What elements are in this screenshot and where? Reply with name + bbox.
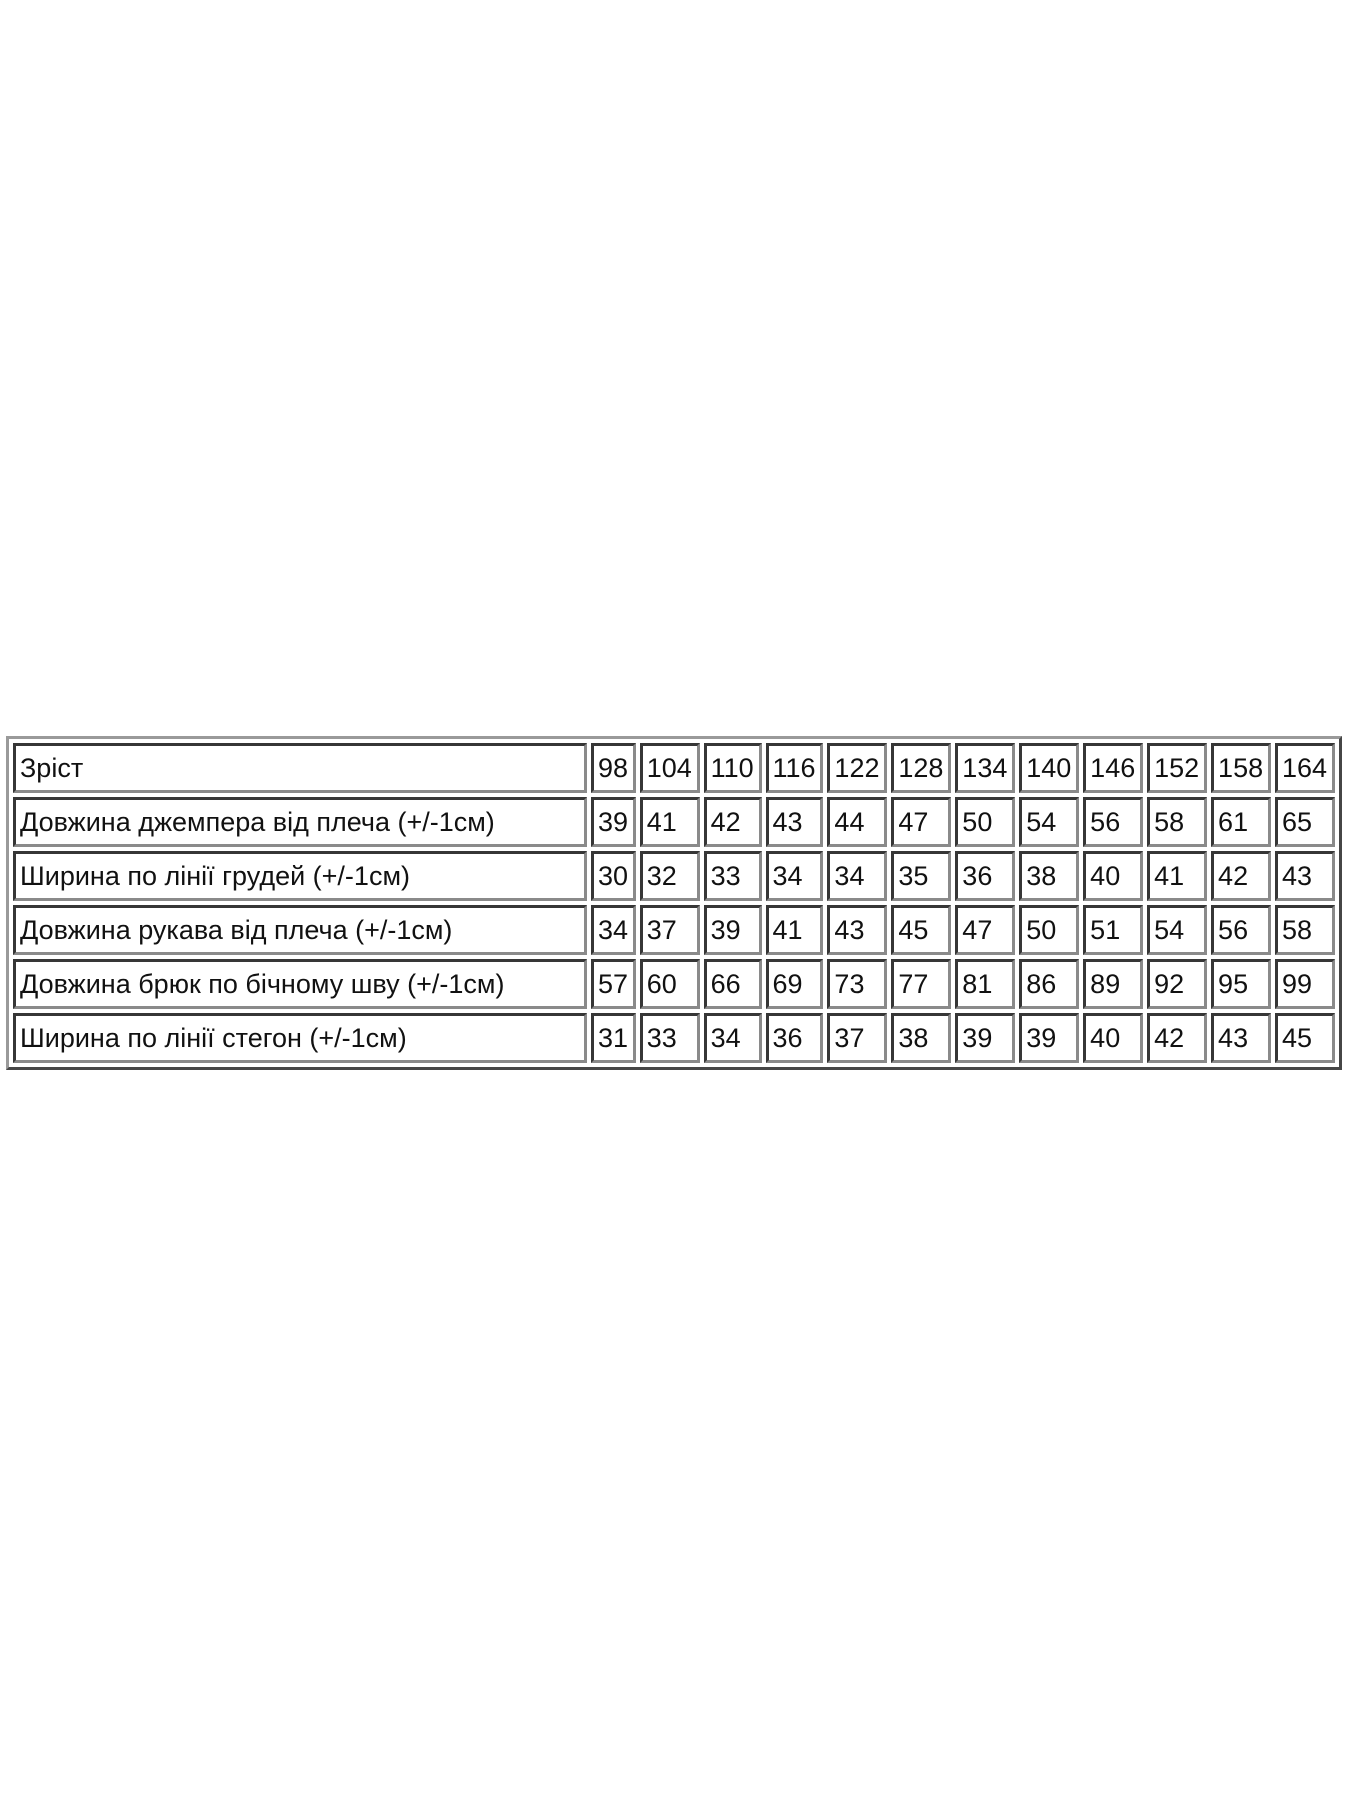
table-cell: 34 xyxy=(827,851,888,901)
table-cell: 60 xyxy=(639,959,700,1009)
table-cell: 42 xyxy=(703,797,762,847)
table-row: Ширина по лінії грудей (+/-1см) 30 32 33 34 3… xyxy=(13,851,1335,901)
row-label: Довжина джемпера від плеча (+/-1см) xyxy=(13,797,587,847)
table-cell: 41 xyxy=(1147,851,1208,901)
table-cell: 42 xyxy=(1211,851,1271,901)
table-cell: 66 xyxy=(703,959,762,1009)
table-cell: 44 xyxy=(827,797,888,847)
table-cell: 41 xyxy=(765,905,824,955)
table-cell: 51 xyxy=(1083,905,1144,955)
table-cell: 36 xyxy=(765,1013,824,1063)
table-cell: 37 xyxy=(639,905,700,955)
table-cell: 42 xyxy=(1147,1013,1208,1063)
table-cell: 40 xyxy=(1083,851,1144,901)
table-cell: 86 xyxy=(1019,959,1080,1009)
table-cell: 58 xyxy=(1274,905,1335,955)
row-label: Ширина по лінії стегон (+/-1см) xyxy=(13,1013,587,1063)
table-cell: 33 xyxy=(639,1013,700,1063)
table-cell: 98 xyxy=(591,743,636,793)
table-cell: 92 xyxy=(1147,959,1208,1009)
table-cell: 56 xyxy=(1211,905,1271,955)
table-cell: 69 xyxy=(765,959,824,1009)
table-cell: 39 xyxy=(1019,1013,1080,1063)
header-row: Зріст 98 104 110 116 122 128 134 140 146 152 158 164 xyxy=(13,743,1335,793)
table-cell: 122 xyxy=(827,743,888,793)
table-cell: 50 xyxy=(1019,905,1080,955)
table-cell: 45 xyxy=(1274,1013,1335,1063)
table-cell: 32 xyxy=(639,851,700,901)
table-cell: 65 xyxy=(1274,797,1335,847)
row-label: Довжина рукава від плеча (+/-1см) xyxy=(13,905,587,955)
table-row: Довжина джемпера від плеча (+/-1см) 39 41 4… xyxy=(13,797,1335,847)
table-cell: 38 xyxy=(1019,851,1080,901)
table-cell: 43 xyxy=(827,905,888,955)
table-cell: 146 xyxy=(1083,743,1144,793)
table-cell: 39 xyxy=(591,797,636,847)
table-cell: 40 xyxy=(1083,1013,1144,1063)
table-cell: 54 xyxy=(1019,797,1080,847)
table-cell: 43 xyxy=(765,797,824,847)
table-cell: 47 xyxy=(955,905,1016,955)
row-label: Зріст xyxy=(13,743,587,793)
table-row: Ширина по лінії стегон (+/-1см) 31 33 34 36 3… xyxy=(13,1013,1335,1063)
table-row: Довжина брюк по бічному шву (+/-1см) 57 60… xyxy=(13,959,1335,1009)
table-cell: 54 xyxy=(1147,905,1208,955)
table-cell: 36 xyxy=(955,851,1016,901)
table-cell: 35 xyxy=(891,851,952,901)
table-cell: 164 xyxy=(1274,743,1335,793)
table-cell: 61 xyxy=(1211,797,1271,847)
table-cell: 73 xyxy=(827,959,888,1009)
table-cell: 43 xyxy=(1211,1013,1271,1063)
table-cell: 110 xyxy=(703,743,762,793)
table-row: Довжина рукава від плеча (+/-1см) 34 37 39 4… xyxy=(13,905,1335,955)
table-cell: 34 xyxy=(703,1013,762,1063)
table-cell: 34 xyxy=(591,905,636,955)
table-cell: 43 xyxy=(1274,851,1335,901)
table-cell: 47 xyxy=(891,797,952,847)
table-cell: 77 xyxy=(891,959,952,1009)
table-cell: 95 xyxy=(1211,959,1271,1009)
table-cell: 34 xyxy=(765,851,824,901)
table-cell: 134 xyxy=(955,743,1016,793)
table-cell: 158 xyxy=(1211,743,1271,793)
table-cell: 128 xyxy=(891,743,952,793)
table-cell: 30 xyxy=(591,851,636,901)
table-cell: 50 xyxy=(955,797,1016,847)
table-cell: 37 xyxy=(827,1013,888,1063)
table-cell: 38 xyxy=(891,1013,952,1063)
table-cell: 89 xyxy=(1083,959,1144,1009)
size-chart-table: Зріст 98 104 110 116 122 128 134 140 146 152 158 164… xyxy=(6,736,1342,1070)
table-cell: 31 xyxy=(591,1013,636,1063)
table-cell: 58 xyxy=(1147,797,1208,847)
table-cell: 57 xyxy=(591,959,636,1009)
table-cell: 152 xyxy=(1147,743,1208,793)
table-cell: 39 xyxy=(703,905,762,955)
table-cell: 56 xyxy=(1083,797,1144,847)
table-cell: 39 xyxy=(955,1013,1016,1063)
table-cell: 41 xyxy=(639,797,700,847)
table-cell: 140 xyxy=(1019,743,1080,793)
table-cell: 45 xyxy=(891,905,952,955)
table-cell: 104 xyxy=(639,743,700,793)
table-cell: 33 xyxy=(703,851,762,901)
table-cell: 116 xyxy=(765,743,824,793)
table-cell: 81 xyxy=(955,959,1016,1009)
table-cell: 99 xyxy=(1274,959,1335,1009)
row-label: Довжина брюк по бічному шву (+/-1см) xyxy=(13,959,587,1009)
row-label: Ширина по лінії грудей (+/-1см) xyxy=(13,851,587,901)
